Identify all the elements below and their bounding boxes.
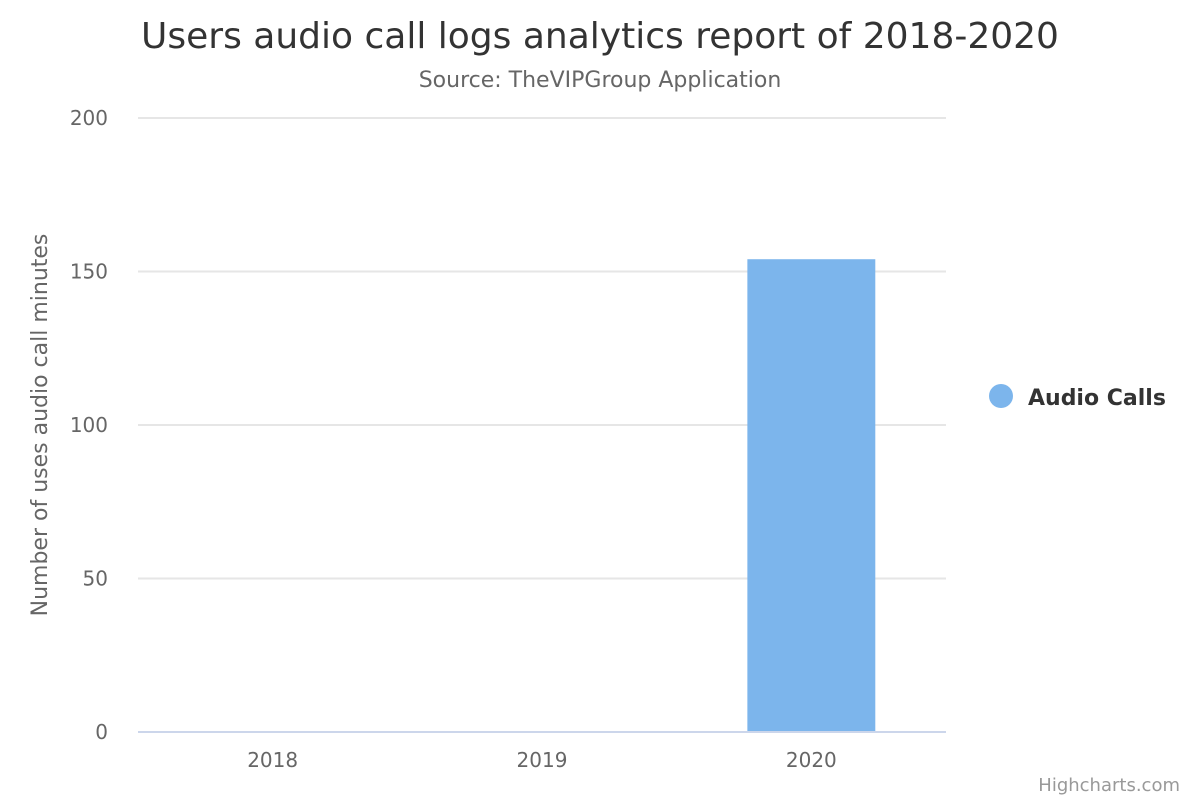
legend-symbol-audio-calls[interactable] — [989, 384, 1013, 408]
x-tick-label: 2020 — [786, 748, 837, 772]
y-axis-tick-labels: 0 50 100 150 200 — [70, 106, 108, 744]
legend-item-audio-calls[interactable]: Audio Calls — [1028, 386, 1166, 411]
x-tick-label: 2018 — [247, 748, 298, 772]
credits-link[interactable]: Highcharts.com — [1038, 775, 1180, 796]
y-axis-label: Number of uses audio call minutes — [28, 234, 53, 617]
legend[interactable]: Audio Calls — [989, 384, 1166, 411]
bar-2020[interactable] — [747, 259, 876, 732]
y-tick-label: 50 — [83, 567, 108, 591]
y-tick-label: 100 — [70, 413, 108, 437]
chart-title: Users audio call logs analytics report o… — [141, 16, 1059, 57]
x-tick-label: 2019 — [517, 748, 568, 772]
x-axis-tick-labels: 2018 2019 2020 — [247, 748, 837, 772]
y-tick-label: 200 — [70, 106, 108, 130]
y-tick-label: 150 — [70, 260, 108, 284]
y-tick-label: 0 — [95, 720, 108, 744]
bar-series — [747, 259, 876, 732]
chart-subtitle: Source: TheVIPGroup Application — [419, 68, 782, 93]
